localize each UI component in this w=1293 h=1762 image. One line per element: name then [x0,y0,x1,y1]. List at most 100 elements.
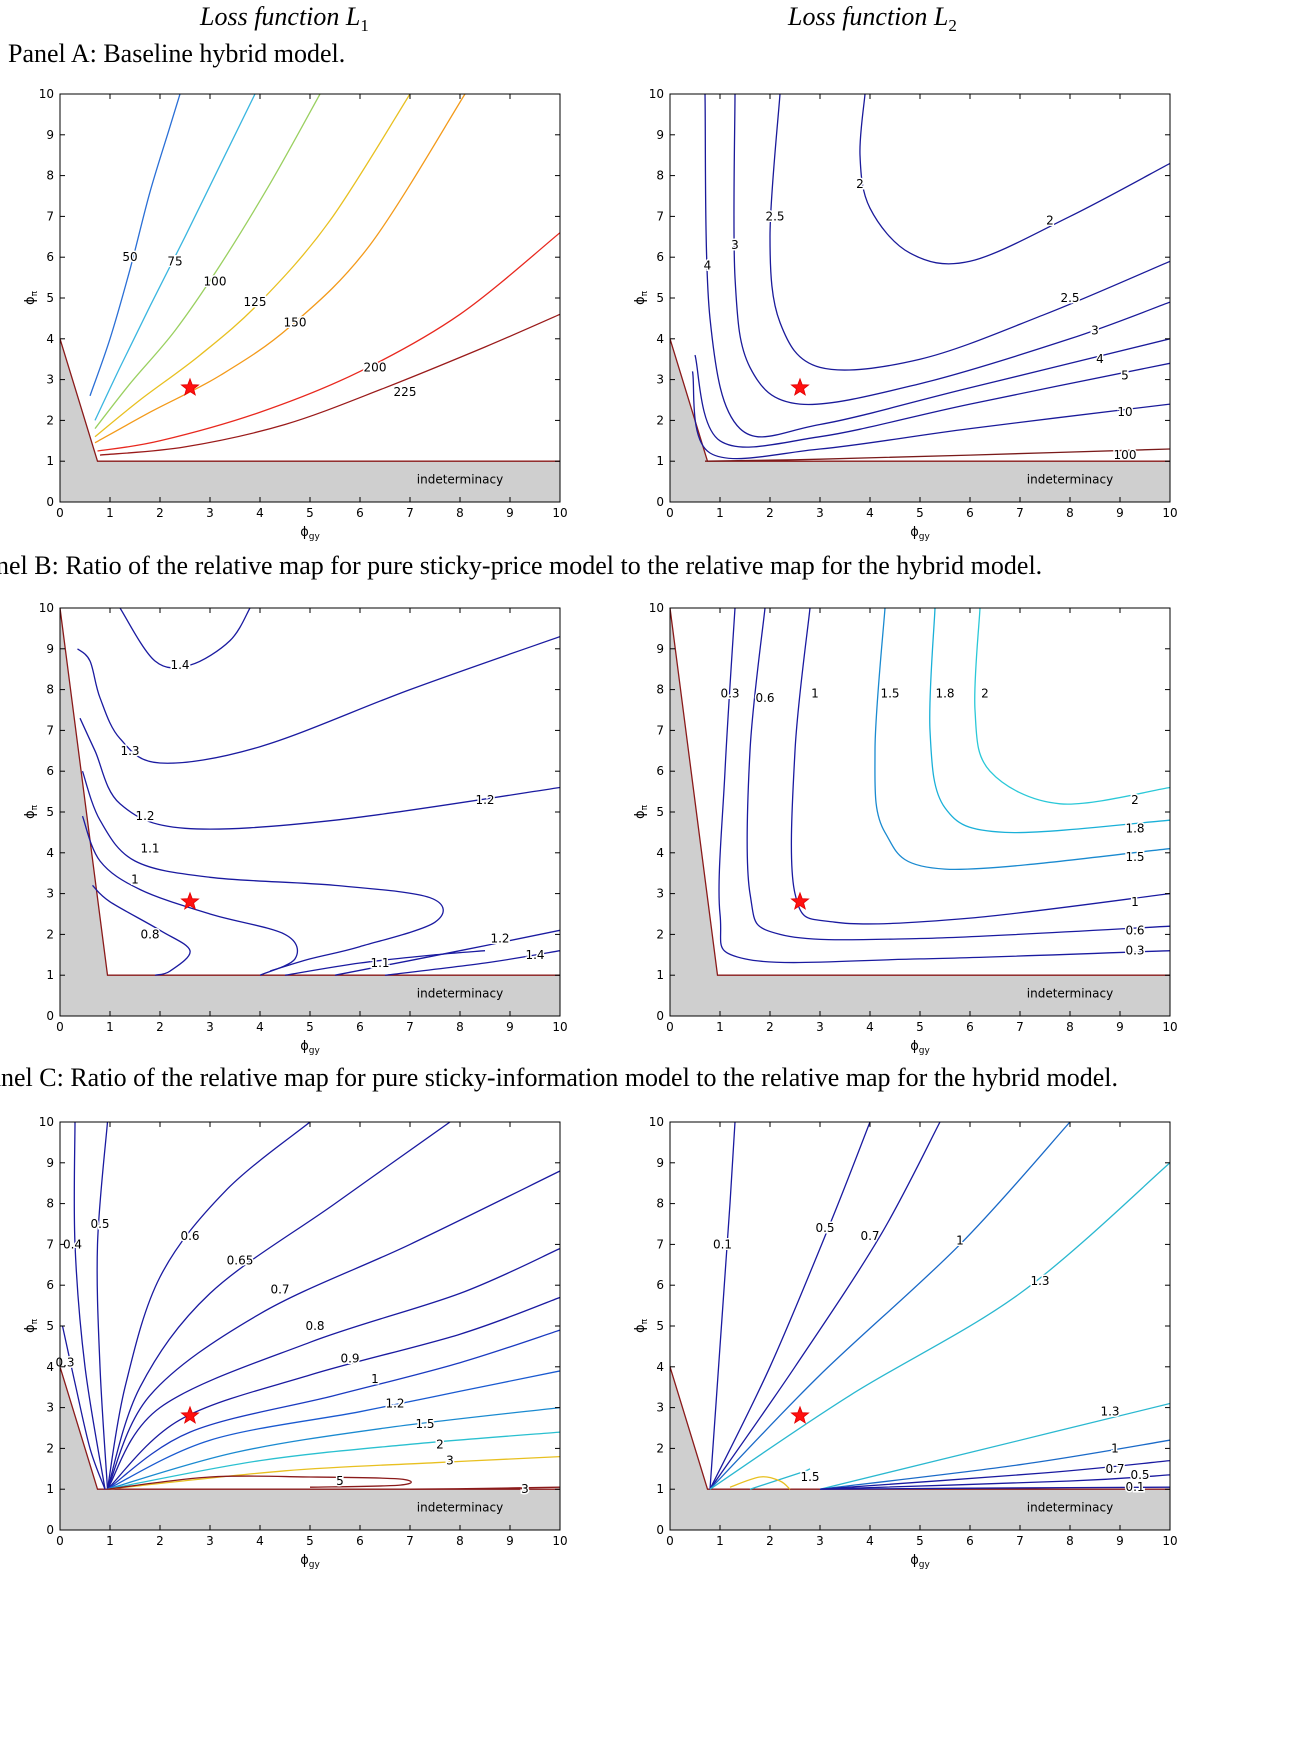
x-tick-label-c-l1-8: 8 [456,1534,464,1548]
contour-line-b-l1-2 [79,717,560,830]
contour-label-c-l1-2: 0.5 [90,1217,109,1231]
contour-line-b-l1-6 [92,884,191,976]
contour-line-c-l1-10 [107,1406,560,1490]
contour-label-b-l2-8: 1.8 [935,687,954,701]
contour-plot-c-l1: 0.30.40.50.60.650.70.80.911.21.52353inde… [23,1115,568,1570]
contour-label-b-l1-7: 1.1 [370,956,389,970]
determinacy-boundary-c-l1 [59,1366,560,1490]
x-axis-label-a-l2: ϕgy [910,525,930,542]
x-tick-label-b-l1-2: 2 [156,1020,164,1034]
y-tick-label-a-l1-3: 3 [46,373,54,387]
header-loss-l2-sub: 2 [948,16,957,36]
contour-label-b-l2-0: 0.3 [720,687,739,701]
y-tick-label-b-l1-10: 10 [39,601,54,615]
determinacy-boundary-b-l1 [59,607,560,976]
contour-label-b-l1-0: 1.4 [170,658,189,672]
y-tick-label-b-l2-10: 10 [649,601,664,615]
contour-label-b-l1-8: 1.2 [490,931,509,945]
y-tick-label-c-l2-7: 7 [656,1237,664,1251]
y-tick-label-b-l1-5: 5 [46,805,54,819]
x-tick-label-b-l1-9: 9 [506,1020,514,1034]
y-tick-label-b-l2-5: 5 [656,805,664,819]
y-tick-label-c-l1-10: 10 [39,1115,54,1129]
contour-label-c-l2-2: 0.7 [860,1229,879,1243]
contour-label-c-l1-8: 1 [371,1372,379,1386]
y-tick-label-b-l2-3: 3 [656,887,664,901]
determinacy-boundary-c-l2 [669,1366,1170,1490]
contour-label-a-l2-0: 2 [856,177,864,191]
contour-line-b-l2-6 [874,608,1170,871]
y-tick-label-a-l1-7: 7 [46,209,54,223]
indeterminacy-label-c-l2: indeterminacy [1027,1501,1113,1515]
contour-label-a-l2-4: 3 [731,238,739,252]
x-tick-label-b-l2-9: 9 [1116,1020,1124,1034]
contour-label-a-l1-0: 50 [122,250,137,264]
y-tick-label-b-l1-1: 1 [46,968,54,982]
contour-label-a-l2-8: 5 [1121,369,1129,383]
contour-label-a-l2-7: 4 [1096,352,1104,366]
contour-label-b-l2-6: 1.5 [880,687,899,701]
x-tick-label-c-l1-10: 10 [552,1534,567,1548]
y-tick-label-c-l1-6: 6 [46,1278,54,1292]
contour-line-b-l2-4 [790,608,1170,925]
y-tick-label-c-l1-4: 4 [46,1360,54,1374]
x-tick-label-c-l2-9: 9 [1116,1534,1124,1548]
contour-line-b-l1-8 [334,929,560,976]
contour-label-c-l1-7: 0.9 [340,1352,359,1366]
x-tick-label-a-l2-2: 2 [766,506,774,520]
panel-c-title: Panel C: Ratio of the relative map for p… [0,1063,1118,1092]
contour-label-c-l2-3: 1 [956,1233,964,1247]
x-tick-label-a-l2-3: 3 [816,506,824,520]
optimum-star-marker-b-l2 [790,891,810,910]
contour-line-c-l1-11 [107,1431,560,1490]
x-tick-label-b-l1-1: 1 [106,1020,114,1034]
contour-line-b-l1-9 [384,950,560,976]
y-tick-label-c-l1-2: 2 [46,1441,54,1455]
x-tick-label-b-l1-6: 6 [356,1020,364,1034]
x-tick-label-c-l2-0: 0 [666,1534,674,1548]
contour-label-c-l2-10: 0.1 [1125,1480,1144,1494]
y-axis-label-b-l1: ϕπ [23,804,40,819]
optimum-star-marker-c-l2 [790,1405,810,1424]
contour-line-a-l1-5 [97,232,560,452]
y-tick-label-c-l2-1: 1 [656,1482,664,1496]
contour-line-a-l1-4 [94,94,466,444]
y-tick-label-b-l2-2: 2 [656,927,664,941]
contour-label-c-l2-6: 1.3 [1100,1405,1119,1419]
contour-line-b-l1-4 [81,770,444,972]
y-tick-label-a-l2-6: 6 [656,250,664,264]
x-tick-label-c-l1-0: 0 [56,1534,64,1548]
x-tick-label-a-l1-8: 8 [456,506,464,520]
y-tick-label-a-l1-0: 0 [46,495,54,509]
contour-label-b-l2-10: 2 [981,687,989,701]
y-tick-label-a-l1-4: 4 [46,332,54,346]
header-loss-l1: Loss function L1 [200,0,369,43]
determinacy-boundary-a-l1 [59,338,560,462]
x-tick-label-c-l2-6: 6 [966,1534,974,1548]
y-tick-label-a-l1-10: 10 [39,87,54,101]
contour-line-b-l1-1 [77,635,560,764]
y-tick-label-b-l1-4: 4 [46,846,54,860]
x-tick-label-c-l1-1: 1 [106,1534,114,1548]
x-tick-label-c-l2-10: 10 [1162,1534,1177,1548]
header-loss-l1-text: Loss function L [200,2,361,31]
x-tick-label-a-l1-0: 0 [56,506,64,520]
x-tick-label-c-l1-6: 6 [356,1534,364,1548]
x-tick-label-c-l1-2: 2 [156,1534,164,1548]
contour-line-c-l2-8 [819,1459,1170,1490]
x-tick-label-b-l2-0: 0 [666,1020,674,1034]
contour-line-a-l2-10 [704,448,1170,462]
contour-label-a-l2-9: 10 [1117,405,1132,419]
header-loss-l2-text: Loss function L [788,2,949,31]
y-tick-label-b-l1-9: 9 [46,642,54,656]
y-tick-label-c-l2-0: 0 [656,1523,664,1537]
plot-area-c-l2 [670,1122,1170,1530]
y-tick-label-a-l1-6: 6 [46,250,54,264]
y-tick-label-a-l2-2: 2 [656,413,664,427]
x-tick-label-a-l1-10: 10 [552,506,567,520]
y-axis-label-c-l1: ϕπ [23,1318,40,1333]
contour-line-c-l2-1 [709,1122,871,1490]
contour-line-b-l2-2 [746,608,1170,941]
y-tick-label-a-l1-9: 9 [46,128,54,142]
x-tick-label-b-l2-2: 2 [766,1020,774,1034]
